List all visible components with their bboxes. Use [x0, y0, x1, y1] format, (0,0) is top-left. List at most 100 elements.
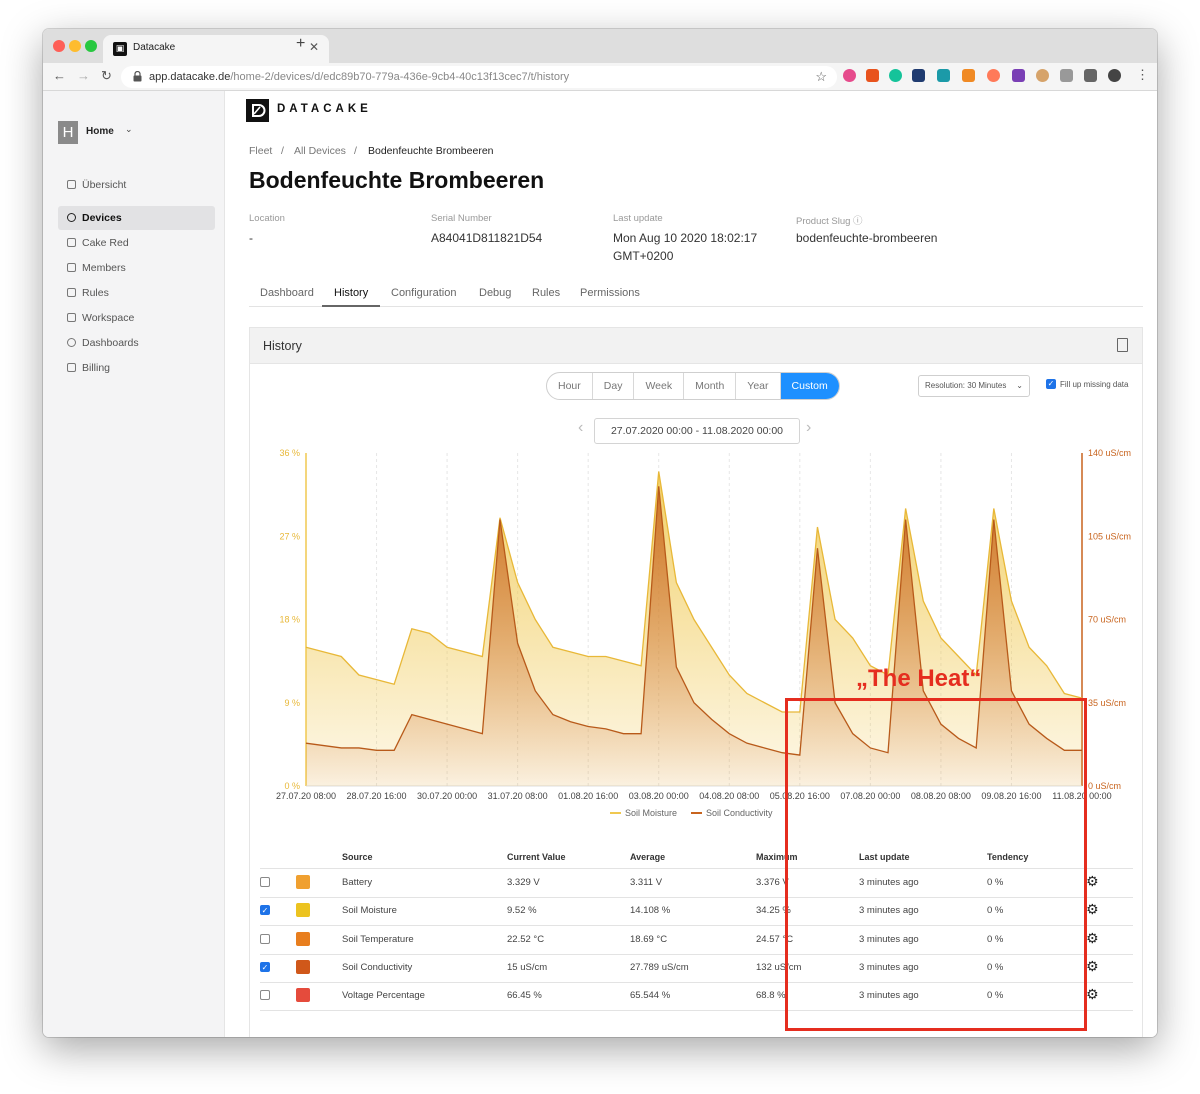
serial-label: Serial Number	[431, 213, 492, 224]
extension-icon[interactable]	[866, 69, 879, 82]
breadcrumb-fleet[interactable]: Fleet	[249, 145, 273, 157]
y-left-tick-label: 27 %	[279, 531, 300, 541]
range-week-button[interactable]: Week	[634, 373, 685, 399]
extension-icon[interactable]	[1060, 69, 1073, 82]
extension-icon[interactable]	[987, 69, 1000, 82]
tab-permissions[interactable]: Permissions	[580, 287, 640, 299]
extension-icon[interactable]	[1036, 69, 1049, 82]
soil-conductivity-series-line[interactable]	[305, 486, 1082, 756]
cell-tendency: 0 %	[987, 905, 1004, 917]
legend-item-soil-conductivity[interactable]: Soil Conductivity	[691, 808, 773, 818]
fill-missing-checkbox[interactable]: ✓	[1046, 379, 1056, 389]
gear-icon[interactable]: ⚙	[1086, 958, 1099, 975]
rules-icon	[67, 288, 76, 297]
gear-icon[interactable]: ⚙	[1086, 902, 1099, 919]
soil-moisture-series-line[interactable]	[305, 471, 1083, 713]
series-color-swatch[interactable]	[296, 875, 310, 889]
history-panel: History Hour Day Week Month Year Custom …	[249, 327, 1143, 1037]
resolution-select[interactable]: Resolution: 30 Minutes ⌄	[918, 375, 1030, 397]
gear-icon[interactable]: ⚙	[1086, 874, 1099, 890]
forward-icon[interactable]: →	[77, 68, 90, 83]
active-tab-indicator	[322, 305, 380, 307]
last-update-value: Mon Aug 10 2020 18:02:17 GMT+0200	[613, 231, 758, 263]
sidebar-item-dashboards[interactable]: Dashboards	[58, 331, 215, 355]
extension-icon[interactable]	[843, 69, 856, 82]
y-left-tick-label: 0 %	[284, 781, 300, 791]
x-tick-label: 07.08.20 00:00	[840, 791, 900, 801]
resolution-value: Resolution: 30 Minutes	[925, 381, 1007, 390]
legend-item-soil-moisture[interactable]: Soil Moisture	[610, 808, 677, 818]
workspace-name[interactable]: Home	[86, 126, 114, 137]
series-color-swatch[interactable]	[296, 959, 310, 974]
reload-icon[interactable]: ↻	[101, 68, 112, 83]
address-bar[interactable]: app.datacake.de/home-2/devices/d/edc89b7…	[121, 66, 837, 88]
sidebar-item-workspace[interactable]: Workspace	[58, 306, 215, 330]
y-right-tick-label: 35 uS/cm	[1088, 698, 1126, 708]
next-range-icon[interactable]: ›	[806, 419, 812, 436]
back-icon[interactable]: ←	[53, 68, 66, 83]
sidebar-item-devices[interactable]: Devices	[58, 206, 215, 230]
extension-icon[interactable]	[962, 69, 975, 82]
series-color-swatch[interactable]	[296, 988, 310, 1003]
tab-configuration[interactable]: Configuration	[391, 287, 457, 299]
range-day-button[interactable]: Day	[593, 373, 635, 399]
tab-close-icon[interactable]: ✕	[308, 40, 319, 54]
breadcrumb-all-devices[interactable]: All Devices	[294, 145, 346, 157]
gear-icon[interactable]: ⚙	[1086, 930, 1099, 947]
series-color-swatch[interactable]	[296, 931, 310, 946]
logo-text: DATACAKE	[277, 103, 372, 115]
bookmark-star-icon[interactable]: ☆	[815, 69, 827, 84]
avatar[interactable]	[1108, 69, 1121, 82]
panel-header: History	[250, 328, 1142, 364]
col-header-current: Current Value	[507, 852, 566, 862]
cake-red-icon	[67, 238, 76, 247]
row-checkbox[interactable]	[260, 990, 270, 1001]
range-hour-button[interactable]: Hour	[547, 373, 593, 399]
extension-icon[interactable]	[1012, 69, 1025, 82]
sidebar-item-label: Cake Red	[82, 237, 129, 249]
export-file-icon[interactable]	[1117, 338, 1128, 352]
maximize-window-button[interactable]	[85, 40, 97, 52]
chart-legend: Soil Moisture Soil Conductivity	[610, 808, 773, 818]
chevron-down-icon[interactable]: ⌄	[125, 124, 133, 134]
sidebar-item-rules[interactable]: Rules	[58, 281, 215, 305]
datacake-logo-icon[interactable]	[246, 99, 269, 122]
row-checkbox[interactable]: ✓	[260, 961, 270, 972]
cell-source: Battery	[342, 877, 373, 888]
cell-last-update: 3 minutes ago	[859, 990, 919, 1002]
cell-average: 18.69 °C	[630, 933, 668, 945]
sidebar-item-overview[interactable]: Übersicht	[58, 173, 215, 197]
date-range-picker[interactable]: 27.07.2020 00:00 - 11.08.2020 00:00	[594, 418, 800, 444]
prev-range-icon[interactable]: ‹	[578, 419, 584, 436]
new-tab-icon[interactable]: +	[296, 35, 306, 52]
gear-icon[interactable]: ⚙	[1086, 987, 1099, 1004]
menu-kebab-icon[interactable]: ⋮	[1136, 67, 1149, 82]
row-checkbox[interactable]	[260, 933, 270, 944]
range-year-button[interactable]: Year	[736, 373, 781, 399]
row-checkbox[interactable]	[260, 877, 270, 887]
x-tick-label: 08.08.20 08:00	[911, 791, 971, 801]
tab-debug[interactable]: Debug	[479, 287, 512, 299]
series-color-swatch[interactable]	[296, 903, 310, 918]
row-checkbox[interactable]: ✓	[260, 905, 270, 916]
sidebar-item-cake-red[interactable]: Cake Red	[58, 231, 215, 255]
tab-rules[interactable]: Rules	[532, 287, 561, 299]
help-icon[interactable]: ⓘ	[853, 216, 863, 227]
sidebar-item-members[interactable]: Members	[58, 256, 215, 280]
tab-history[interactable]: History	[334, 287, 369, 299]
cell-last-update: 3 minutes ago	[859, 905, 919, 917]
cell-maximum: 3.376 V	[756, 877, 789, 888]
workspace-badge[interactable]: H	[58, 121, 78, 144]
range-month-button[interactable]: Month	[684, 373, 737, 399]
sidebar-item-billing[interactable]: Billing	[58, 356, 215, 380]
range-custom-button[interactable]: Custom	[780, 373, 839, 399]
tab-dashboard[interactable]: Dashboard	[260, 287, 314, 299]
extension-icon[interactable]	[937, 69, 950, 82]
minimize-window-button[interactable]	[69, 40, 81, 52]
extension-icon[interactable]	[889, 69, 902, 82]
puzzle-icon[interactable]	[1084, 69, 1097, 82]
browser-tab[interactable]: ▣ Datacake ✕	[103, 35, 329, 63]
close-window-button[interactable]	[53, 40, 65, 52]
extension-icon[interactable]	[912, 69, 925, 82]
location-label: Location	[249, 213, 285, 224]
